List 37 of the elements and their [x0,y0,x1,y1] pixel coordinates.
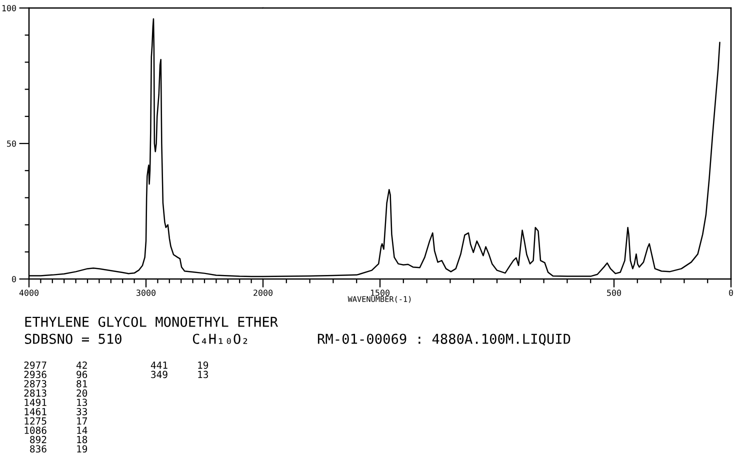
text: 2936 [24,370,46,378]
x-tick-label: 1500 [370,290,390,296]
text: 2873 [24,380,46,388]
text: 17 [77,417,87,425]
text: 13 [77,398,87,406]
text: 20 [76,389,88,397]
y-tick-label: 100 [2,5,16,12]
x-tick-label: 500 [607,290,621,296]
text: 836 [30,445,46,453]
text: C₄H₁₀O₂ [192,334,248,344]
text: 19 [198,361,208,369]
text: 892 [30,436,46,444]
text: 96 [76,370,88,378]
x-tick-label: 2000 [254,290,272,296]
text: 349 [151,370,168,378]
text: 33 [76,408,87,416]
text: 18 [77,436,88,444]
text: 1461 [24,408,46,416]
text: 42 [76,361,87,369]
text: RM-01-00069 : 4880A.100M.LIQUID [318,334,570,346]
y-tick-label: 0 [12,276,16,282]
text: 19 [77,445,88,453]
text: 1491 [24,398,46,406]
text: 441 [150,362,168,369]
text: ETHYLENE GLYCOL MONOETHYL ETHER [25,316,278,327]
x-tick-label: 0 [729,290,733,296]
text: 14 [77,426,88,434]
y-tick-label: 50 [7,140,16,147]
x-tick-label: 4000 [19,290,38,296]
text: 13 [198,370,208,378]
text: 81 [76,380,88,388]
text: 1275 [24,417,46,425]
text: 2813 [24,389,46,397]
text: SDBSNO = 510 [24,334,122,344]
x-tick-label: 3000 [136,290,156,296]
text: 2977 [24,361,46,369]
text: 1086 [24,426,46,434]
